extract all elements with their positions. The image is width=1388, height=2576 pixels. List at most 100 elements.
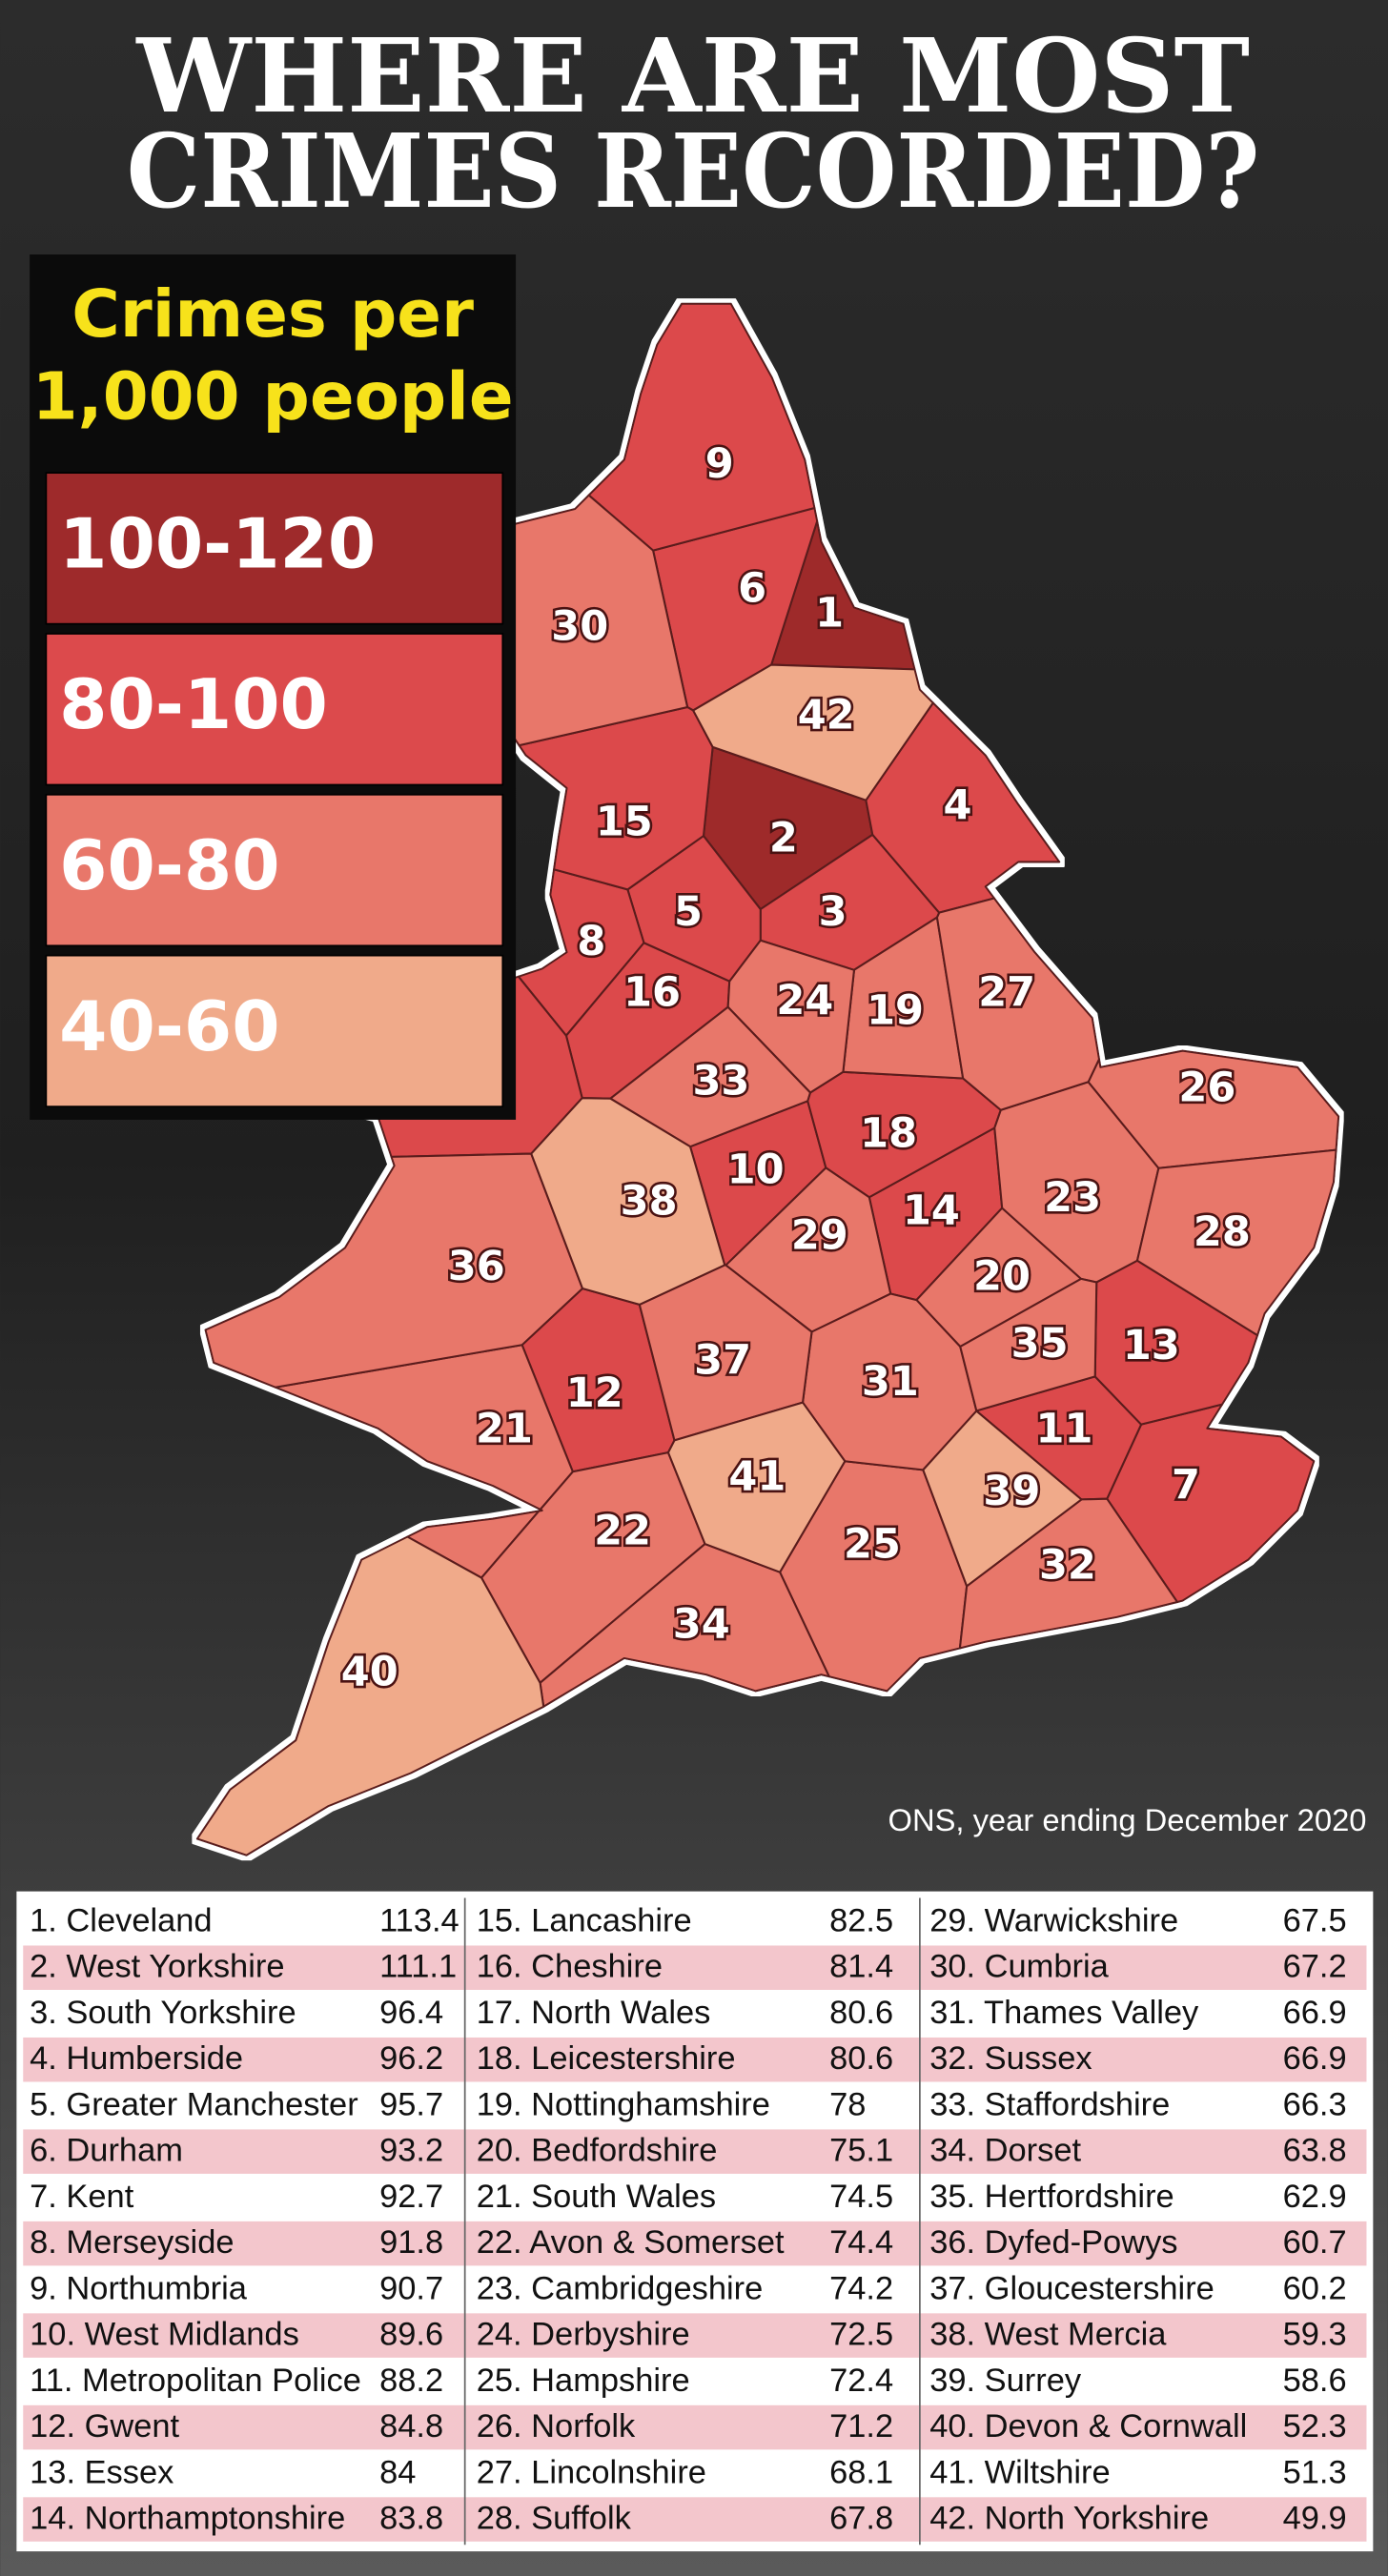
region bbox=[959, 1277, 1098, 1412]
table-name: 4. Humberside bbox=[30, 2040, 243, 2077]
table-name: 29. Warwickshire bbox=[929, 1902, 1178, 1938]
table-value: 72.5 bbox=[829, 2317, 893, 2353]
region-label: 1 bbox=[815, 590, 844, 638]
row-stripe bbox=[23, 2221, 1367, 2266]
table-name: 19. Nottinghamshire bbox=[477, 2086, 770, 2122]
row-stripe bbox=[23, 2404, 1367, 2450]
table-name: 18. Leicestershire bbox=[477, 2040, 736, 2077]
region-label: 30 bbox=[551, 602, 608, 650]
table-name: 15. Lancashire bbox=[477, 1902, 692, 1938]
table-value: 66.9 bbox=[1283, 2040, 1347, 2077]
table-name: 28. Suffolk bbox=[477, 2501, 632, 2537]
table-name: 23. Cambridgeshire bbox=[477, 2270, 764, 2306]
table-name: 14. Northamptonshire bbox=[30, 2501, 345, 2537]
table-value: 81.4 bbox=[829, 1949, 893, 1985]
table-value: 66.3 bbox=[1283, 2086, 1347, 2122]
table-value: 60.7 bbox=[1283, 2224, 1347, 2261]
table-name: 30. Cumbria bbox=[929, 1949, 1109, 1985]
table-value: 96.4 bbox=[379, 1995, 443, 2031]
row-stripe bbox=[23, 2129, 1367, 2174]
legend-label: 80-100 bbox=[59, 665, 328, 745]
table-name: 32. Sussex bbox=[929, 2040, 1092, 2077]
region-label: 13 bbox=[1123, 1322, 1180, 1369]
table-name: 38. West Mercia bbox=[929, 2317, 1167, 2353]
region bbox=[1135, 1148, 1337, 1337]
table: 1. Cleveland 113.4 2. West Yorkshire 111.1 3… bbox=[16, 1891, 1374, 2552]
table-value: 74.2 bbox=[829, 2270, 893, 2306]
region-label: 34 bbox=[673, 1601, 730, 1649]
table-value: 67.8 bbox=[829, 2501, 893, 2537]
table-value: 74.5 bbox=[829, 2179, 893, 2215]
table-value: 78 bbox=[829, 2086, 866, 2122]
table-name: 11. Metropolitan Police bbox=[30, 2363, 361, 2399]
region-label: 36 bbox=[448, 1243, 505, 1290]
table-value: 90.7 bbox=[379, 2270, 443, 2306]
table-name: 6. Durham bbox=[30, 2133, 183, 2169]
table-name: 22. Avon & Somerset bbox=[477, 2224, 785, 2261]
row-stripe bbox=[23, 2037, 1367, 2082]
table-name: 37. Gloucestershire bbox=[929, 2270, 1214, 2306]
legend-swatch bbox=[45, 954, 504, 1107]
table-value: 95.7 bbox=[379, 2086, 443, 2122]
region-label: 2 bbox=[769, 815, 798, 862]
row-stripe bbox=[23, 2313, 1367, 2358]
table-value: 67.2 bbox=[1283, 1949, 1347, 1985]
region bbox=[204, 1152, 584, 1389]
table-name: 13. Essex bbox=[30, 2454, 174, 2490]
source: ONS, year ending December 2020 bbox=[888, 1802, 1366, 1837]
table-name: 17. North Wales bbox=[477, 1995, 711, 2031]
region-label: 11 bbox=[1036, 1406, 1093, 1453]
region bbox=[922, 1410, 1083, 1588]
table-value: 96.2 bbox=[379, 2040, 443, 2077]
table-name: 25. Hampshire bbox=[477, 2363, 690, 2399]
table-value: 58.6 bbox=[1283, 2363, 1347, 2399]
region bbox=[865, 701, 1061, 914]
title-line: CRIMES RECORDED? bbox=[127, 112, 1260, 232]
legend-title: Crimes per bbox=[71, 276, 474, 353]
table-name: 9. Northumbria bbox=[30, 2270, 248, 2306]
table-value: 60.2 bbox=[1283, 2270, 1347, 2306]
table-value: 89.6 bbox=[379, 2317, 443, 2353]
legend-title: 1,000 people bbox=[32, 358, 514, 435]
region-label: 8 bbox=[577, 918, 605, 965]
legend-label: 60-80 bbox=[59, 826, 279, 906]
table-value: 80.6 bbox=[829, 2040, 893, 2077]
table-name: 12. Gwent bbox=[30, 2408, 179, 2444]
map-labels: 1234567891011121314151617181920212223242… bbox=[338, 437, 1253, 1698]
region bbox=[958, 1497, 1179, 1650]
table-name: 20. Bedfordshire bbox=[477, 2133, 718, 2169]
region bbox=[1087, 1049, 1340, 1169]
region-label: 7 bbox=[1172, 1461, 1200, 1509]
table-value: 68.1 bbox=[829, 2454, 893, 2490]
region-label: 24 bbox=[776, 977, 833, 1024]
region-label: 33 bbox=[692, 1058, 749, 1105]
table-name: 36. Dyfed-Powys bbox=[929, 2224, 1177, 2261]
region-label: 35 bbox=[1011, 1320, 1069, 1368]
table-value: 113.4 bbox=[379, 1902, 459, 1938]
row-stripe bbox=[23, 2497, 1367, 2542]
region-label: 32 bbox=[1039, 1542, 1096, 1590]
region-label: 14 bbox=[903, 1187, 960, 1235]
table-name: 5. Greater Manchester bbox=[30, 2086, 358, 2122]
table-name: 31. Thames Valley bbox=[929, 1995, 1199, 2031]
region-label: 42 bbox=[798, 691, 855, 739]
legend-swatch bbox=[45, 793, 504, 947]
table-name: 8. Merseyside bbox=[30, 2224, 234, 2261]
region-label: 3 bbox=[819, 888, 847, 936]
region-label: 4 bbox=[944, 781, 972, 829]
region-label: 23 bbox=[1044, 1174, 1101, 1222]
region-label: 40 bbox=[341, 1649, 398, 1696]
table-value: 88.2 bbox=[379, 2363, 443, 2399]
region-label: 15 bbox=[596, 798, 653, 845]
region-label: 22 bbox=[594, 1508, 651, 1555]
table-name: 3. South Yorkshire bbox=[30, 1995, 296, 2031]
region bbox=[935, 897, 1101, 1111]
table-value: 66.9 bbox=[1283, 1995, 1347, 2031]
region-label: 27 bbox=[978, 968, 1035, 1016]
table-value: 75.1 bbox=[829, 2133, 893, 2169]
region-label: 31 bbox=[862, 1358, 919, 1406]
legend-label: 100-120 bbox=[59, 504, 376, 584]
table-name: 16. Cheshire bbox=[477, 1949, 663, 1985]
table-value: 84.8 bbox=[379, 2408, 443, 2444]
legend-swatch bbox=[45, 472, 504, 625]
